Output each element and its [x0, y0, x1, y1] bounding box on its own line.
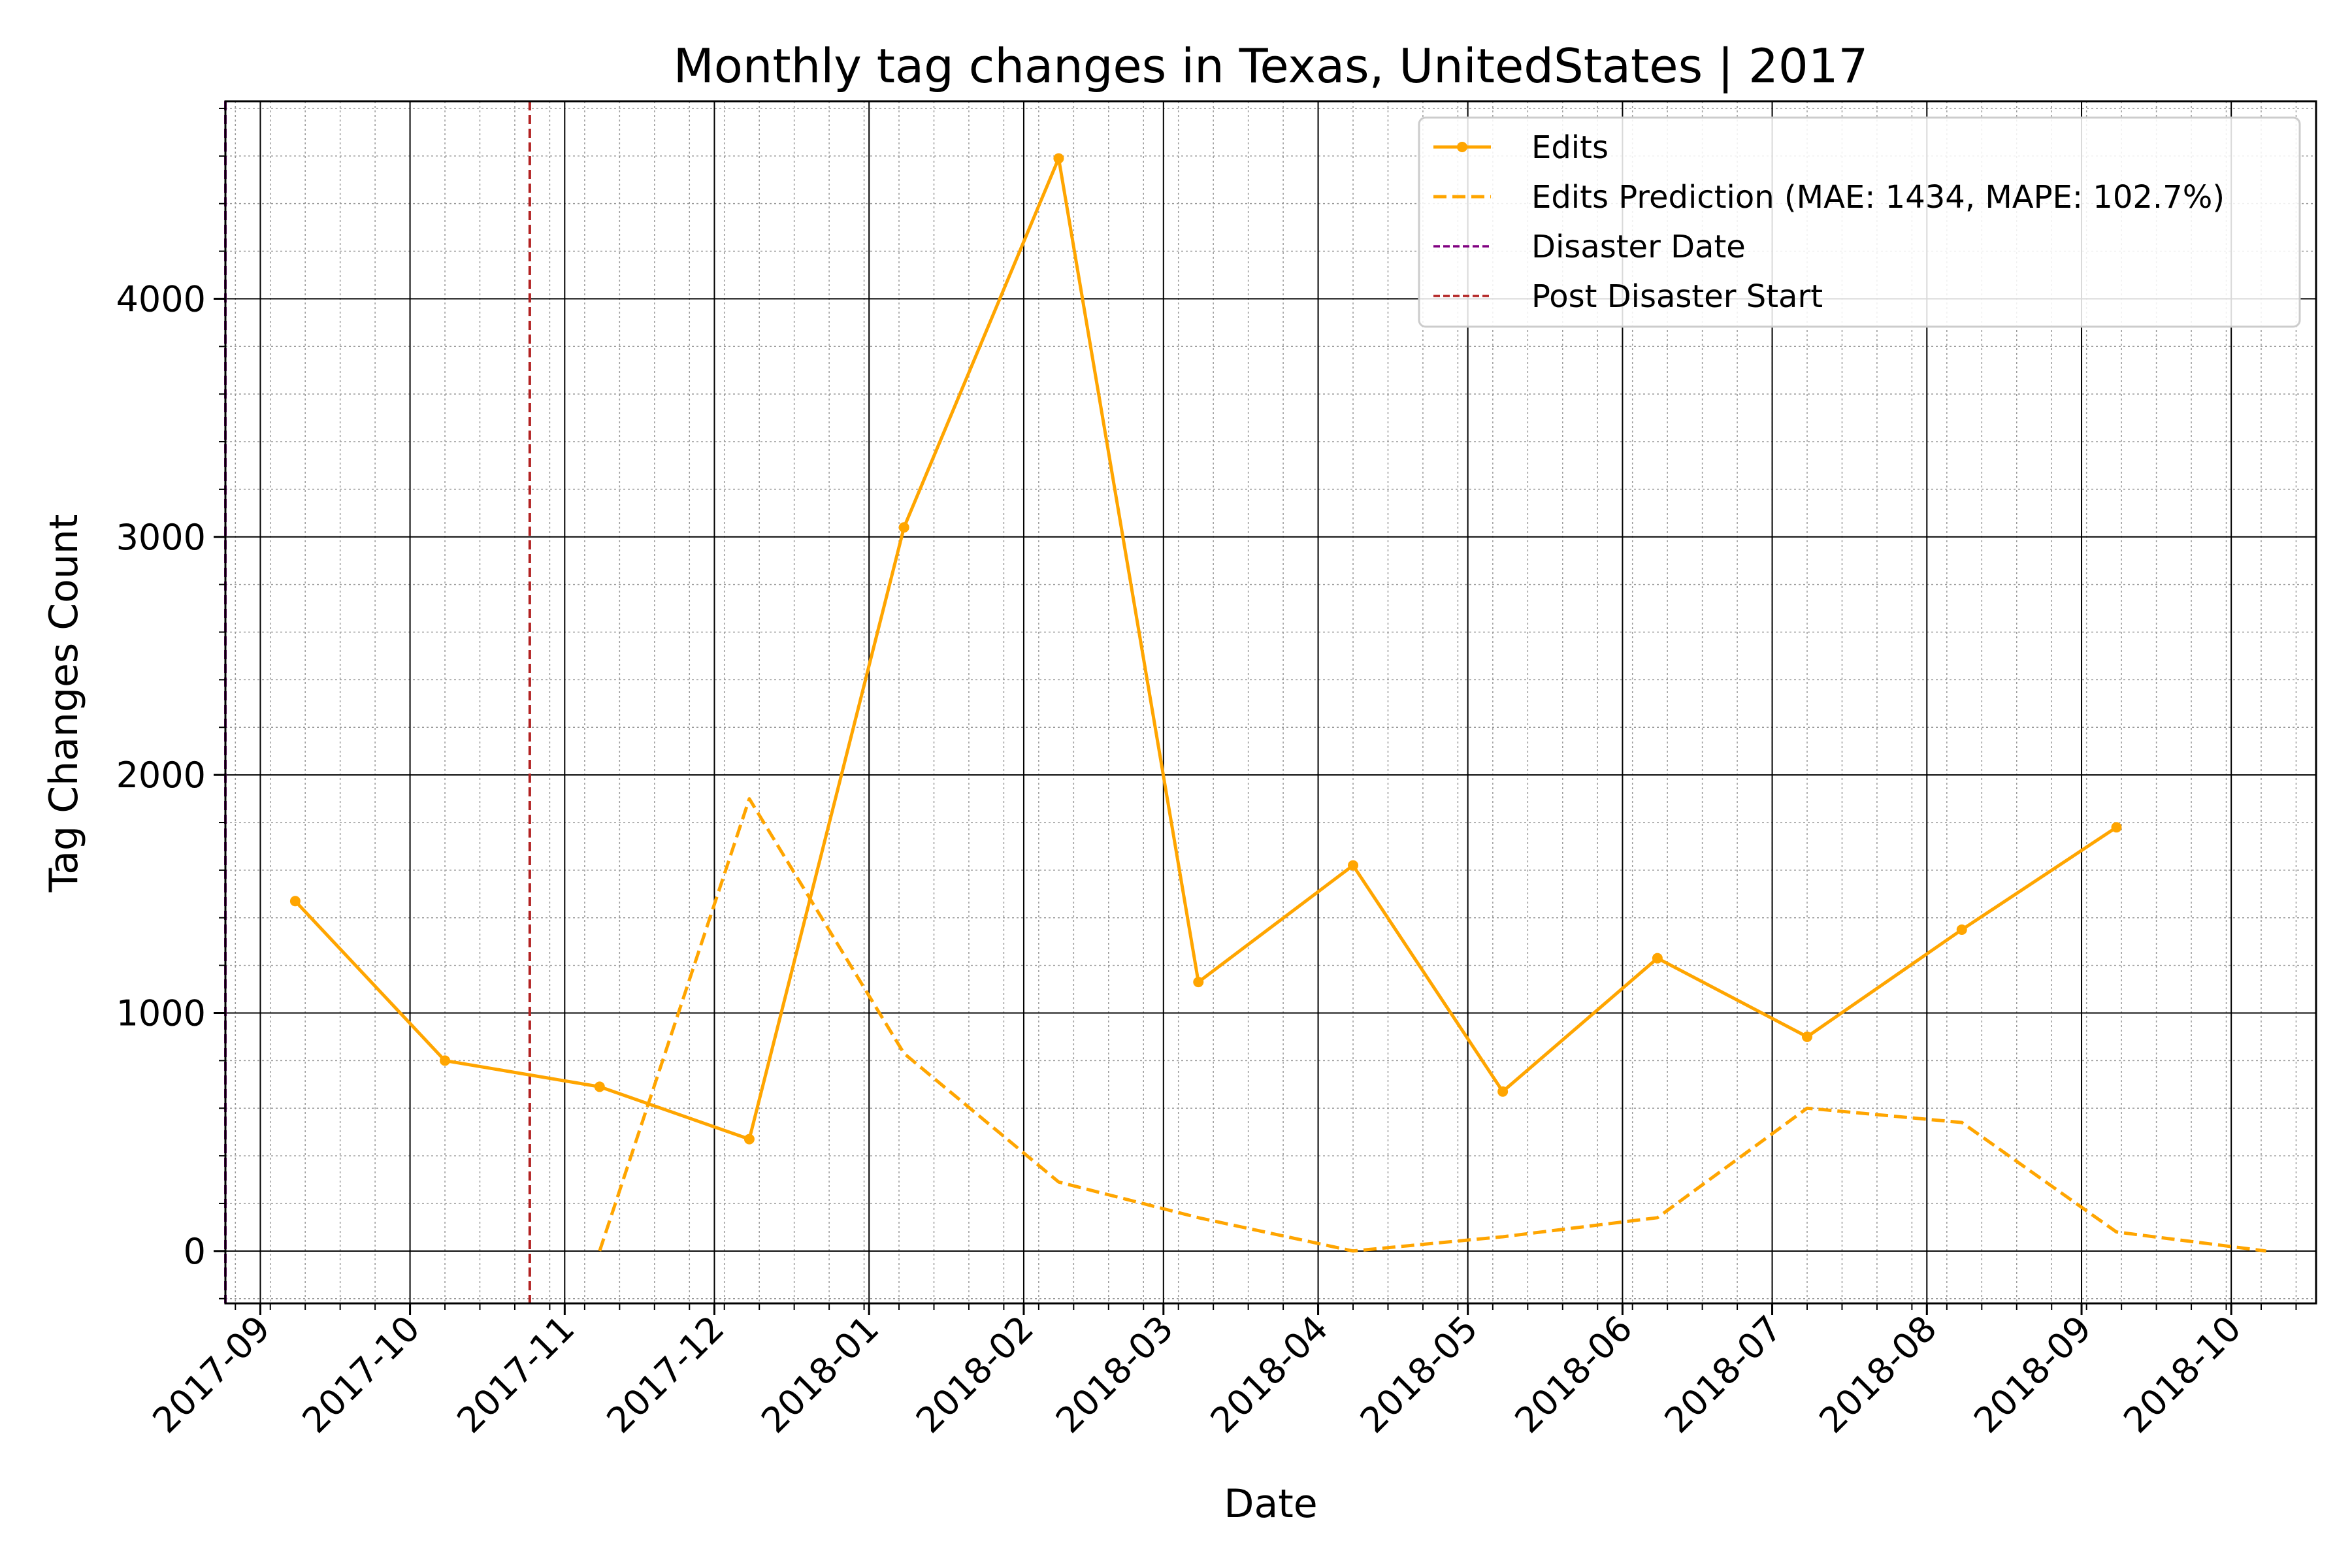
y-axis-label: Tag Changes Count	[41, 514, 87, 893]
chart-title: Monthly tag changes in Texas, UnitedStat…	[674, 39, 1869, 94]
legend-entry-label: Edits Prediction (MAE: 1434, MAPE: 102.7…	[1531, 179, 2225, 216]
y-tick-label: 1000	[116, 992, 206, 1034]
plot-frame	[224, 100, 2317, 1305]
axis-ticks	[214, 107, 2297, 1315]
data-point	[594, 1081, 605, 1092]
data-point	[1802, 1031, 1813, 1042]
y-tick-label: 2000	[116, 755, 206, 796]
minor-grid	[225, 101, 2316, 1303]
data-point	[1053, 153, 1064, 164]
legend: Edits Edits Prediction (MAE: 1434, MAPE: …	[1418, 116, 2301, 328]
legend-entry-label: Edits	[1531, 129, 1609, 166]
y-tick-label: 4000	[116, 278, 206, 319]
data-point	[1348, 860, 1359, 871]
data-point	[1497, 1086, 1509, 1097]
y-tick-label: 3000	[116, 517, 206, 558]
legend-box	[1418, 116, 2301, 328]
legend-entry-label: Post Disaster Start	[1531, 278, 1823, 315]
data-point	[1652, 953, 1663, 964]
series-line-prediction	[598, 797, 2266, 1253]
x-axis-label: Date	[1224, 1481, 1317, 1527]
data-point	[440, 1055, 451, 1066]
data-point	[2111, 822, 2122, 833]
data-point	[1956, 924, 1967, 935]
legend-entry-label: Disaster Date	[1531, 229, 1746, 265]
legend-marker	[1457, 142, 1467, 152]
data-point	[898, 522, 909, 533]
data-point	[1193, 977, 1204, 988]
data-point	[289, 896, 301, 907]
data-point	[743, 1134, 755, 1145]
series-layer	[289, 153, 2266, 1253]
y-tick-label: 0	[184, 1231, 206, 1272]
